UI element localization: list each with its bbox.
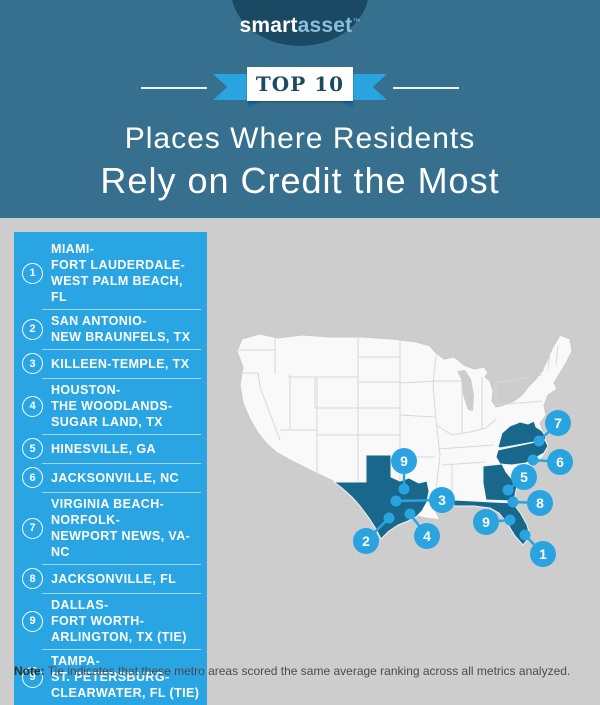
rank-number-badge: 7 <box>22 517 43 539</box>
city-dot <box>507 496 519 508</box>
rank-item: 8 JACKSONVILLE, FL <box>14 564 207 593</box>
map-marker-circle <box>547 449 573 475</box>
rank-metro-name: SAN ANTONIO- NEW BRAUNFELS, TX <box>51 314 191 344</box>
rank-metro-name: TAMPA- ST. PETERSBURG- CLEARWATER, FL (TIE… <box>51 654 200 700</box>
rank-item: 5 HINESVILLE, GA <box>14 434 207 463</box>
city-dot <box>533 435 545 447</box>
map-marker-number: 9 <box>482 514 490 530</box>
top10-badge-label: TOP 10 <box>255 72 345 96</box>
rank-metro-name: HOUSTON- THE WOODLANDS- SUGAR LAND, TX <box>51 383 173 429</box>
top10-badge: TOP 10 <box>247 67 353 101</box>
map-marker-circle <box>527 490 553 516</box>
rank-item: 1 MIAMI- FORT LAUDERDALE- WEST PALM BEACH, … <box>14 237 207 309</box>
rank-item: 9 DALLAS- FORT WORTH- ARLINGTON, TX (TIE) <box>14 593 207 649</box>
city-dot <box>504 514 516 526</box>
rank-metro-name: MIAMI- FORT LAUDERDALE- WEST PALM BEACH, F… <box>51 242 186 304</box>
footnote: Note: Tie indicates that these metro are… <box>14 664 589 678</box>
footnote-label: Note: <box>14 664 45 678</box>
rank-item: 2 SAN ANTONIO- NEW BRAUNFELS, TX <box>14 309 207 349</box>
map-marker-circle <box>473 509 499 535</box>
title-line-2: Rely on Credit the Most <box>100 160 500 202</box>
city-dot <box>519 529 531 541</box>
ribbon-fold-left <box>248 100 262 108</box>
title-line-1: Places Where Residents <box>124 122 476 155</box>
city-dot <box>502 484 514 496</box>
state-texas <box>333 454 430 540</box>
ranking-panel: 1 MIAMI- FORT LAUDERDALE- WEST PALM BEACH, … <box>14 232 207 705</box>
city-dot <box>398 483 410 495</box>
map-marker-circle <box>511 464 537 490</box>
header: smartasset™ TOP 10 Places Where Resident… <box>0 0 600 218</box>
ribbon-fold-right <box>339 100 353 108</box>
logo-text-smart: smart <box>239 14 298 37</box>
rank-metro-name: DALLAS- FORT WORTH- ARLINGTON, TX (TIE) <box>51 598 187 644</box>
rank-metro-name: VIRGINIA BEACH- NORFOLK- NEWPORT NEWS, VA-… <box>51 497 191 559</box>
footnote-text: Tie indicates that these metro areas sco… <box>44 664 571 678</box>
rank-item: 6 JACKSONVILLE, NC <box>14 463 207 492</box>
trademark-symbol: ™ <box>352 17 361 26</box>
page-title: Places Where Residents Rely on Credit th… <box>0 120 600 204</box>
rank-number-badge: 5 <box>22 438 43 459</box>
rank-metro-name: JACKSONVILLE, FL <box>51 571 177 586</box>
ribbon-rule-left <box>141 87 207 89</box>
rank-item: 9 TAMPA- ST. PETERSBURG- CLEARWATER, FL (TI… <box>14 649 207 705</box>
rank-item: 3 KILLEEN-TEMPLE, TX <box>14 349 207 378</box>
map-marker-circle <box>391 448 417 474</box>
rank-number-badge: 6 <box>22 467 43 488</box>
rank-number-badge: 9 <box>22 610 43 632</box>
rank-item: 7 VIRGINIA BEACH- NORFOLK- NEWPORT NEWS, VA… <box>14 492 207 564</box>
map-marker-number: 9 <box>400 453 408 469</box>
rank-list: 1 MIAMI- FORT LAUDERDALE- WEST PALM BEACH, … <box>14 237 207 705</box>
rank-metro-name: KILLEEN-TEMPLE, TX <box>51 356 190 371</box>
map-marker-number: 6 <box>556 454 564 470</box>
map-marker-number: 2 <box>362 533 370 549</box>
ribbon-rule-right <box>393 87 459 89</box>
map-marker-number: 8 <box>536 495 544 511</box>
content-area: 1 MIAMI- FORT LAUDERDALE- WEST PALM BEACH, … <box>0 218 600 705</box>
map-marker-number: 7 <box>554 415 562 431</box>
rank-number-badge: 8 <box>22 568 43 589</box>
map-marker-circle <box>545 410 571 436</box>
rank-number-badge: 1 <box>22 262 43 284</box>
city-dot <box>527 454 539 466</box>
logo-text-asset: asset <box>297 14 353 37</box>
map-markers: 7 6 58 9 1 9 3 2 4 <box>353 410 573 567</box>
us-map: 7 6 58 9 1 9 3 2 4 <box>236 333 573 567</box>
map-marker-number: 5 <box>520 469 528 485</box>
map-marker-circle <box>353 528 379 554</box>
brand-logo: smartasset™ <box>0 14 600 38</box>
rank-item: 4 HOUSTON- THE WOODLANDS- SUGAR LAND, TX <box>14 378 207 434</box>
rank-number-badge: 2 <box>22 318 43 340</box>
rank-metro-name: JACKSONVILLE, NC <box>51 470 179 485</box>
rank-number-badge: 4 <box>22 395 43 417</box>
rank-metro-name: HINESVILLE, GA <box>51 441 156 456</box>
rank-number-badge: 9 <box>22 666 43 688</box>
map-marker-circle <box>414 523 440 549</box>
map-marker-number: 4 <box>423 528 431 544</box>
lakes <box>457 370 544 439</box>
city-dot <box>383 512 395 524</box>
map-marker-circle <box>530 541 556 567</box>
map-marker-circle <box>429 487 455 513</box>
city-dot <box>390 495 402 507</box>
city-dot <box>404 508 416 520</box>
rank-number-badge: 3 <box>22 353 43 374</box>
map-marker-number: 3 <box>438 492 446 508</box>
map-marker-number: 1 <box>539 546 547 562</box>
